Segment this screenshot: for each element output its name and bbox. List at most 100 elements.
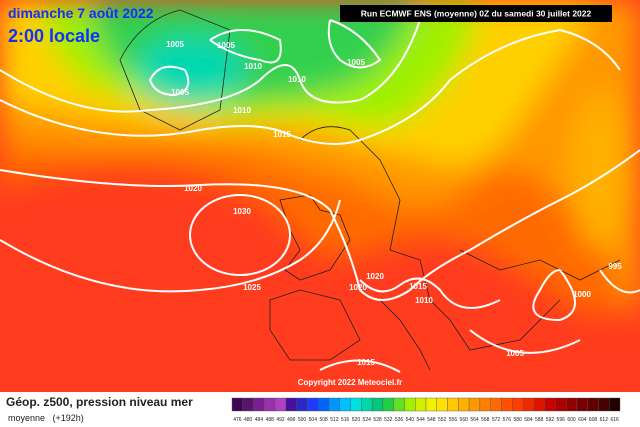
isobar-label: 1005 <box>166 40 184 49</box>
isobar-label: 1005 <box>217 41 235 50</box>
scale-swatch <box>307 397 319 412</box>
scale-label: 496 <box>287 417 296 423</box>
isobar-label: 1015 <box>409 282 427 291</box>
scale-swatch <box>598 397 610 412</box>
scale-swatch <box>318 397 330 412</box>
scale-label: 548 <box>427 417 436 423</box>
scale-label: 584 <box>524 417 533 423</box>
scale-swatch <box>231 397 243 412</box>
scale-label: 540 <box>406 417 415 423</box>
isobar-label: 1015 <box>357 358 375 367</box>
scale-label: 564 <box>470 417 479 423</box>
isobar-label: 1010 <box>244 62 262 71</box>
scale-swatch <box>436 397 448 412</box>
scale-swatch <box>393 397 405 412</box>
scale-label: 600 <box>567 417 576 423</box>
scale-label: 508 <box>319 417 328 423</box>
scale-label: 524 <box>363 417 372 423</box>
isobar-label: 1025 <box>243 283 261 292</box>
scale-label: 612 <box>600 417 609 423</box>
scale-swatch <box>350 397 362 412</box>
isobar-label: 1015 <box>273 130 291 139</box>
run-label: Run ECMWF ENS (moyenne) 0Z du samedi 30 … <box>361 8 592 18</box>
scale-swatch <box>361 397 373 412</box>
isobars <box>0 19 640 373</box>
scale-label: 568 <box>481 417 490 423</box>
isobar-label: 995 <box>608 262 622 271</box>
scale-swatch <box>533 397 545 412</box>
scale-label: 572 <box>492 417 501 423</box>
scale-swatch <box>479 397 491 412</box>
scale-swatch <box>371 397 384 412</box>
scale-label: 604 <box>578 417 587 423</box>
scale-label: 512 <box>330 417 339 423</box>
isobar-label: 1005 <box>506 349 524 358</box>
scale-label: 520 <box>352 417 361 423</box>
scale-swatch <box>555 397 567 412</box>
scale-swatch <box>609 397 621 412</box>
scale-label: 560 <box>460 417 469 423</box>
scale-swatch <box>328 397 340 412</box>
scale-swatch <box>415 397 427 412</box>
color-scale: 476 480 484 488 492 496 500 504 508 512 516 520 524 5… <box>231 397 621 423</box>
scale-label: 588 <box>535 417 544 423</box>
scale-swatch <box>242 397 254 412</box>
copyright: Copyright 2022 Meteociel.fr <box>298 378 402 387</box>
scale-label: 516 <box>341 417 350 423</box>
coastlines <box>119 9 621 371</box>
isobar-label: 1020 <box>366 272 384 281</box>
scale-swatch <box>576 397 588 412</box>
scale-swatch <box>522 397 534 412</box>
scale-label: 576 <box>503 417 512 423</box>
isobar-label: 1000 <box>573 290 591 299</box>
scale-swatch <box>404 397 416 412</box>
scale-label: 596 <box>557 417 566 423</box>
scale-label: 556 <box>449 417 458 423</box>
scale-swatch <box>339 397 351 412</box>
isobar-label: 1005 <box>171 88 189 97</box>
scale-swatch <box>501 397 513 412</box>
scale-swatch <box>382 397 394 412</box>
scale-label: 544 <box>416 417 425 423</box>
footer-title: Géop. z500, pression niveau mer <box>6 395 193 409</box>
scale-label: 480 <box>244 417 253 423</box>
scale-label: 488 <box>266 417 275 423</box>
date-label: dimanche 7 août 2022 <box>8 5 154 21</box>
scale-label: 528 <box>373 417 382 423</box>
scale-label: 500 <box>298 417 307 423</box>
scale-label: 504 <box>309 417 318 423</box>
scale-label: 616 <box>610 417 619 423</box>
scale-label: 552 <box>438 417 447 423</box>
scale-swatch <box>425 397 437 412</box>
footer-subtitle: moyenne (+192h) <box>8 413 84 423</box>
scale-swatch <box>296 397 308 412</box>
isobar-label: 1020 <box>184 184 202 193</box>
scale-swatch <box>490 397 502 412</box>
isobar-label: 1005 <box>347 58 365 67</box>
scale-label: 532 <box>384 417 393 423</box>
scale-label: 484 <box>255 417 264 423</box>
isobar-label: 1010 <box>288 75 306 84</box>
scale-swatch <box>512 397 524 412</box>
scale-swatch <box>565 397 578 412</box>
time-label: 2:00 locale <box>8 26 100 46</box>
map-field: 1005 1005 1005 1010 1010 1010 1005 1015 1020 1030… <box>0 0 640 392</box>
scale-label: 476 <box>233 417 242 423</box>
scale-label: 492 <box>276 417 285 423</box>
isobar-label: 1010 <box>415 296 433 305</box>
isobar-label: 1020 <box>349 283 367 292</box>
scale-swatch <box>285 397 297 412</box>
isobar-label: 1010 <box>233 106 251 115</box>
scale-swatch <box>264 397 276 412</box>
scale-swatch <box>544 397 556 412</box>
scale-swatch <box>447 397 459 412</box>
scale-swatch <box>468 397 481 412</box>
run-box <box>340 5 612 22</box>
scale-swatch <box>274 397 287 412</box>
scale-swatch <box>587 397 599 412</box>
scale-label: 608 <box>589 417 598 423</box>
isobar-label: 1030 <box>233 207 251 216</box>
scale-label: 536 <box>395 417 404 423</box>
scale-swatch <box>458 397 470 412</box>
